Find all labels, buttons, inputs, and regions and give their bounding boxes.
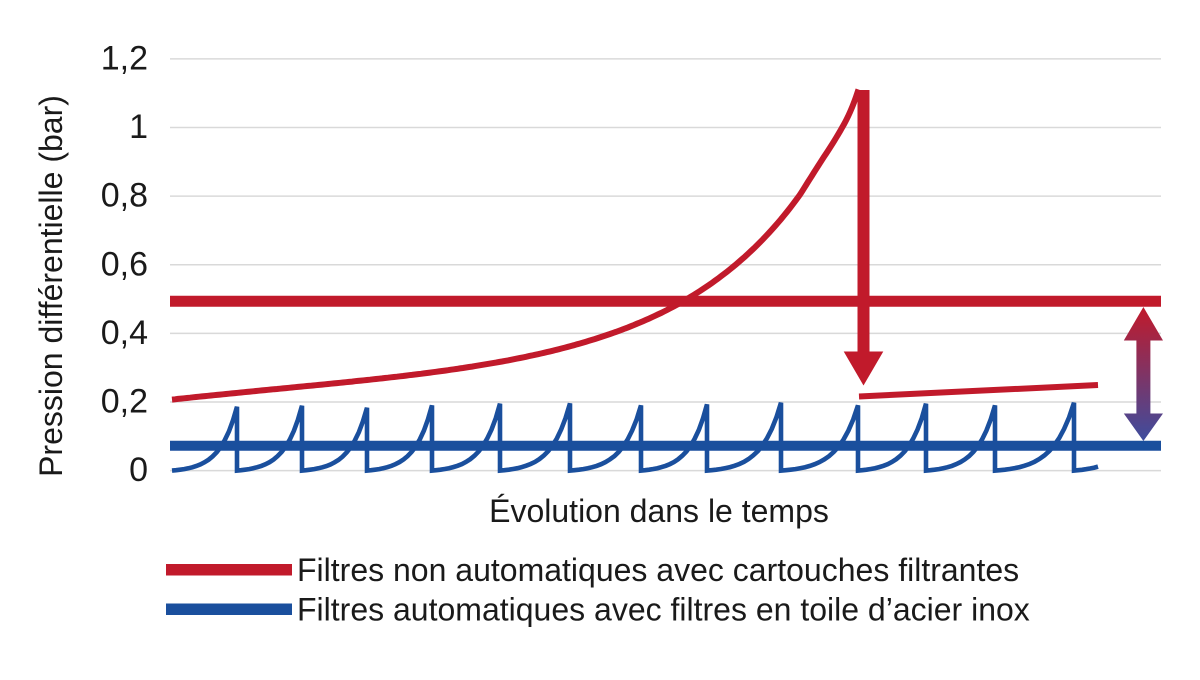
svg-text:Pression différentielle (bar): Pression différentielle (bar) <box>33 95 69 477</box>
svg-text:0,2: 0,2 <box>101 383 148 421</box>
svg-text:0: 0 <box>129 451 148 489</box>
svg-text:Filtres non automatiques avec: Filtres non automatiques avec cartouches… <box>297 552 1019 588</box>
svg-text:Évolution dans le temps: Évolution dans le temps <box>489 493 829 529</box>
svg-text:0,8: 0,8 <box>101 177 148 215</box>
svg-text:0,6: 0,6 <box>101 245 148 283</box>
svg-text:1,2: 1,2 <box>101 39 148 77</box>
svg-text:0,4: 0,4 <box>101 314 148 352</box>
svg-text:1: 1 <box>129 108 148 146</box>
svg-text:Filtres automatiques avec filt: Filtres automatiques avec filtres en toi… <box>297 592 1030 628</box>
